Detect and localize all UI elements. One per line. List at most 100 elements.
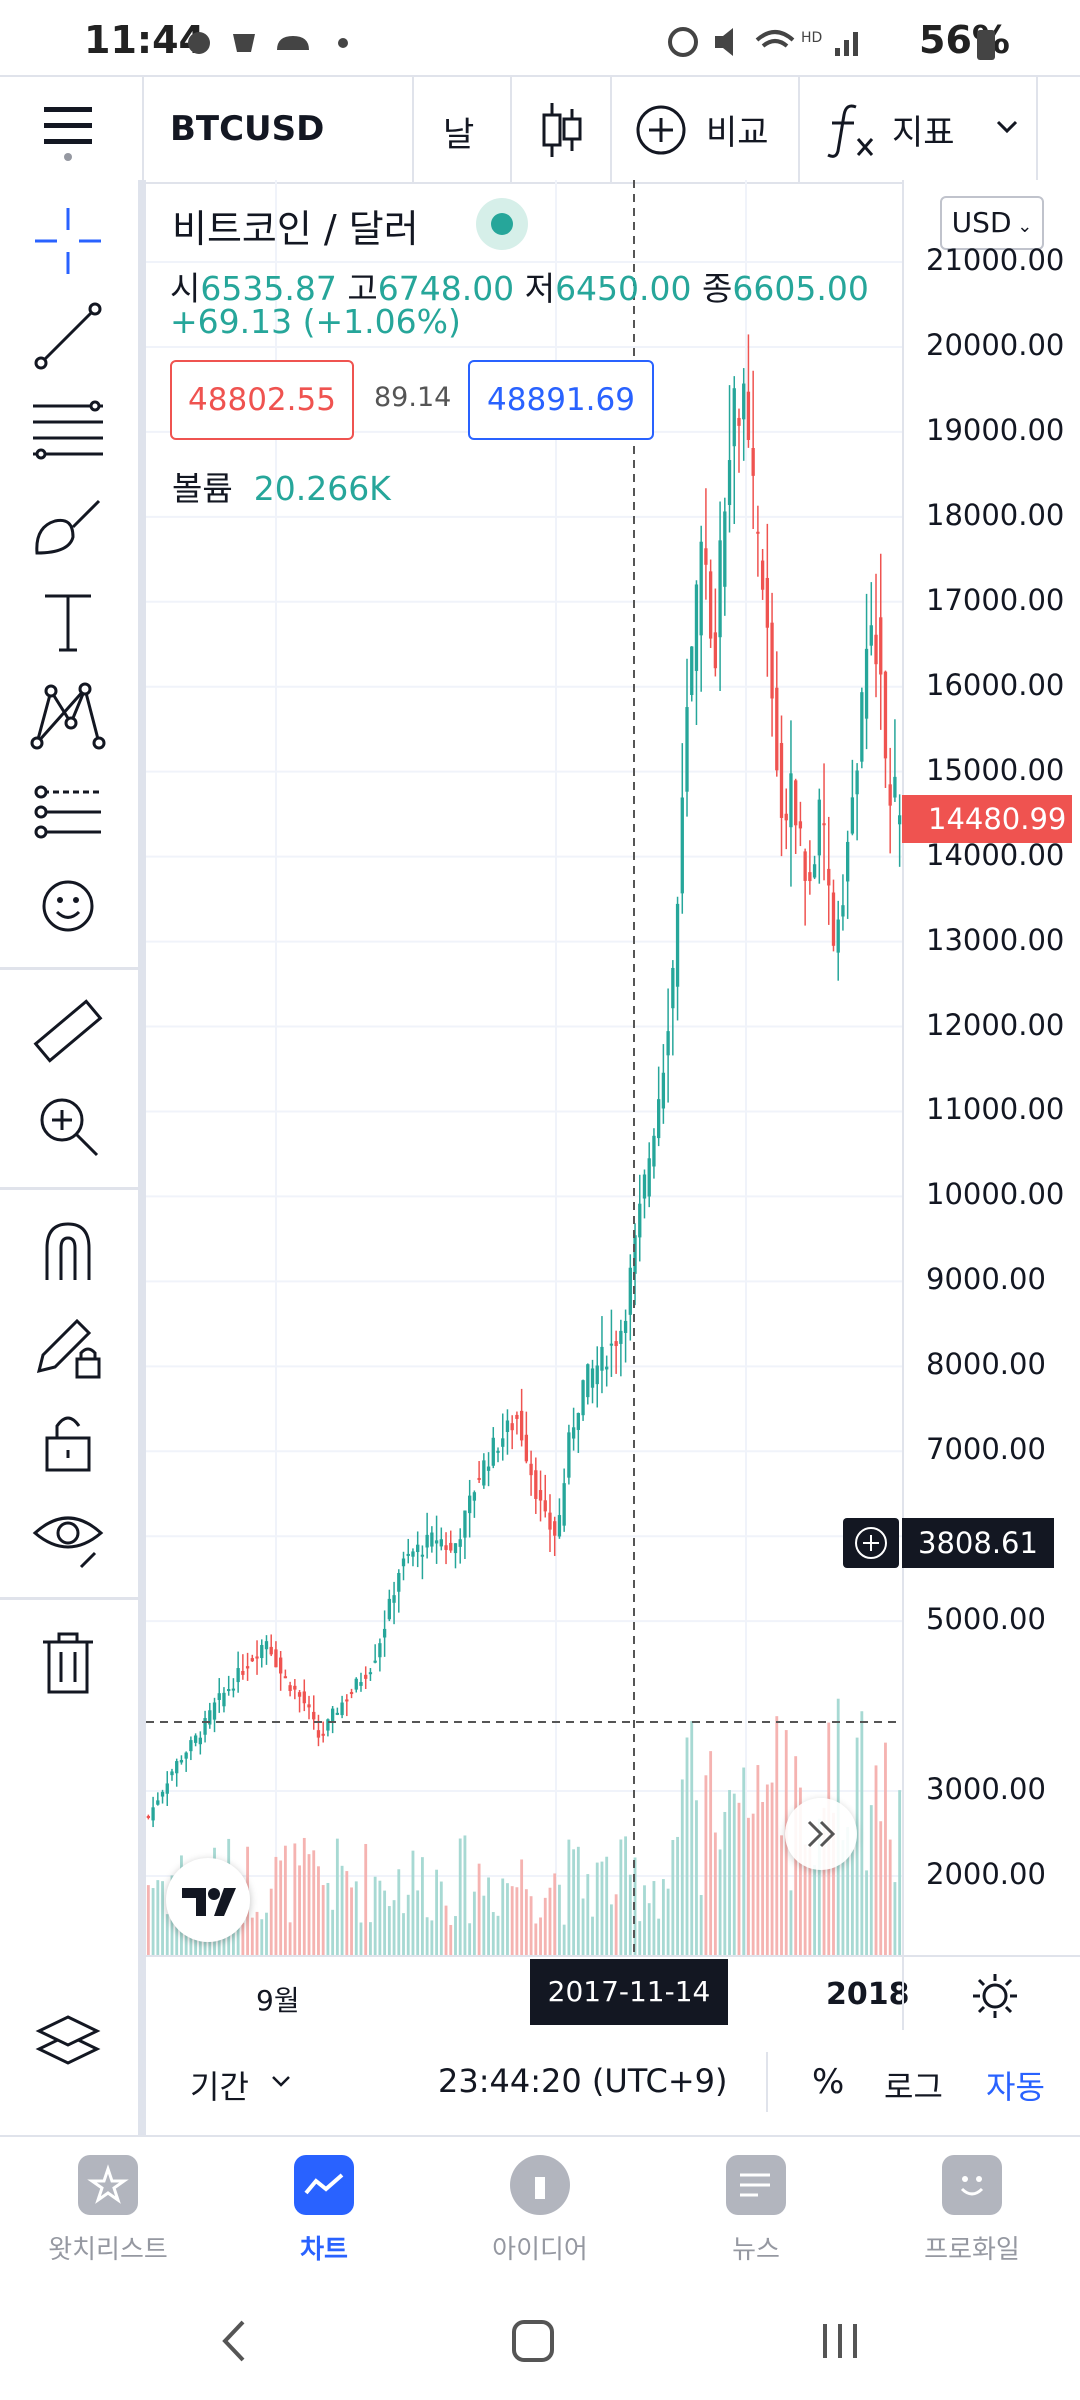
candle-body [760, 560, 765, 590]
lock-drawings-icon[interactable] [29, 1307, 107, 1385]
price-axis[interactable] [902, 180, 1080, 1955]
candle-body [567, 1432, 571, 1478]
symbol-title[interactable]: 비트코인 / 달러 [172, 207, 419, 251]
nav-chart[interactable]: 차트 [216, 2155, 432, 2266]
magnet-icon[interactable] [29, 1212, 107, 1290]
volume-bar [482, 1895, 486, 1955]
volume-bar [713, 1832, 717, 1955]
scroll-to-realtime-button[interactable] [785, 1798, 857, 1870]
nav-news[interactable]: 뉴스 [648, 2155, 864, 2266]
compare-plus-icon[interactable] [634, 103, 688, 157]
volume-bar [477, 1863, 481, 1955]
candle-body [633, 1235, 637, 1274]
volume-bar [619, 1839, 623, 1955]
pattern-icon[interactable] [29, 677, 107, 755]
candle-body [694, 584, 699, 671]
market-status-icon[interactable] [476, 198, 528, 250]
volume-bar [742, 1767, 746, 1955]
volume-bar [884, 1742, 887, 1955]
volume-bar [307, 1854, 311, 1955]
candle-body [888, 784, 892, 806]
auto-scale-toggle[interactable]: 자동 [986, 2068, 1045, 2106]
candle-body [477, 1477, 481, 1480]
home-icon[interactable] [508, 2316, 558, 2366]
candle-body [600, 1346, 604, 1371]
volume-bar [260, 1919, 264, 1955]
nav-ideas[interactable]: 아이디어 [432, 2155, 648, 2266]
chart-settings-icon[interactable] [970, 1971, 1020, 2021]
buy-button[interactable]: 48891.69 [468, 360, 654, 440]
volume-bar [855, 1737, 859, 1955]
tradingview-logo[interactable] [166, 1858, 250, 1942]
candle-body [727, 460, 732, 505]
percent-scale-toggle[interactable]: % [812, 2062, 845, 2102]
chart-line-icon [294, 2155, 354, 2215]
back-icon[interactable] [215, 2316, 251, 2366]
indicators-fx-icon[interactable] [826, 101, 876, 159]
unlock-icon[interactable] [29, 1402, 107, 1480]
nav-ideas-label: 아이디어 [492, 2235, 588, 2265]
price-tick-label: 20000.00 [926, 327, 1065, 362]
candle-body [505, 1420, 510, 1433]
compare-button[interactable]: 비교 [706, 113, 769, 153]
indicators-button[interactable]: 지표 [892, 113, 955, 153]
candle-body [255, 1656, 259, 1659]
volume-bar [822, 1807, 826, 1955]
volume-bar [846, 1827, 850, 1955]
crosshair-icon[interactable] [29, 202, 107, 280]
recent-apps-icon[interactable] [815, 2316, 865, 2366]
candle-body [864, 648, 869, 719]
price-tick-label: 13000.00 [926, 922, 1065, 957]
prediction-icon[interactable] [29, 772, 107, 850]
volume-bar [439, 1881, 443, 1955]
price-chart[interactable] [146, 180, 1080, 1960]
chevron-down-icon[interactable] [270, 2074, 292, 2090]
candle-body [260, 1644, 264, 1659]
volume-bar [373, 1876, 377, 1955]
system-navigation [0, 2290, 1080, 2400]
trash-icon[interactable] [29, 1622, 107, 1700]
brush-icon[interactable] [29, 487, 107, 565]
candle-body [529, 1463, 533, 1476]
symbol-button[interactable]: BTCUSD [170, 109, 325, 149]
volume-value: 20.266K [253, 469, 391, 508]
date-range-button[interactable]: 기간 [190, 2068, 249, 2106]
candle-body [420, 1554, 425, 1557]
time-axis[interactable]: 9월 2017-11-14 2018 [146, 1955, 1080, 2034]
clock-timezone[interactable]: 23:44:20 (UTC+9) [438, 2062, 728, 2100]
interval-button[interactable]: 날 [443, 115, 475, 155]
zoom-in-icon[interactable] [29, 1087, 107, 1165]
volume-bar [539, 1917, 542, 1955]
volume-bar [269, 1888, 273, 1955]
add-alert-button[interactable] [843, 1518, 899, 1568]
fib-retracement-icon[interactable] [29, 392, 107, 470]
nav-profile[interactable]: 프로화일 [864, 2155, 1080, 2266]
text-tool-icon[interactable] [29, 582, 107, 660]
candle-body [468, 1495, 472, 1514]
candle-body [486, 1466, 491, 1471]
ruler-icon[interactable] [29, 992, 107, 1070]
log-scale-toggle[interactable]: 로그 [884, 2068, 943, 2106]
emoji-icon[interactable] [29, 867, 107, 945]
volume-bar [317, 1866, 320, 1955]
volume-bar [458, 1838, 462, 1955]
nav-watchlist[interactable]: 왓치리스트 [0, 2155, 216, 2266]
price-tick-label: 17000.00 [926, 582, 1065, 617]
candle-body [699, 541, 703, 636]
chevron-down-icon[interactable] [995, 117, 1019, 137]
eye-icon[interactable] [29, 1497, 107, 1575]
volume-bar [832, 1812, 835, 1955]
candle-body [775, 687, 779, 771]
candle-body [661, 1072, 666, 1109]
ohlc-legend: 시6535.87 고6748.00 저6450.00 종6605.00 [170, 262, 869, 310]
volume-bar [780, 1835, 783, 1955]
layers-icon[interactable] [29, 1997, 107, 2075]
candle-body [175, 1761, 179, 1774]
trend-line-icon[interactable] [29, 297, 107, 375]
menu-icon[interactable] [44, 105, 96, 161]
sell-button[interactable]: 48802.55 [170, 360, 354, 440]
currency-select[interactable]: USD ⌄ [940, 196, 1044, 250]
candlestick-type-icon[interactable] [540, 101, 584, 159]
candle-body [713, 632, 718, 669]
price-tick-label: 3000.00 [926, 1772, 1046, 1807]
